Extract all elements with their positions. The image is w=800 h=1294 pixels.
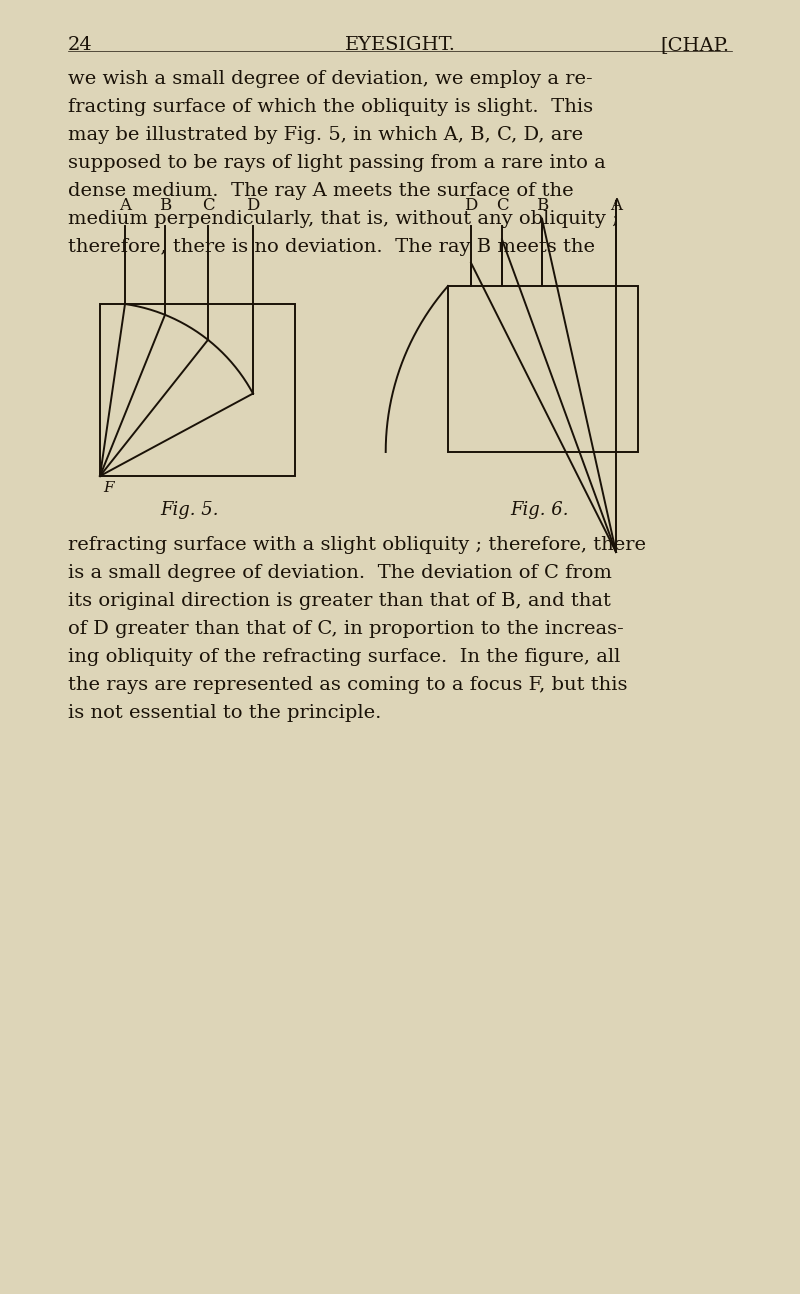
Text: is not essential to the principle.: is not essential to the principle. xyxy=(68,704,382,722)
Text: B: B xyxy=(159,197,171,214)
Bar xyxy=(100,304,295,476)
Text: medium perpendicularly, that is, without any obliquity ;: medium perpendicularly, that is, without… xyxy=(68,210,618,228)
Text: 24: 24 xyxy=(68,36,93,54)
Text: its original direction is greater than that of B, and that: its original direction is greater than t… xyxy=(68,591,611,609)
Text: fracting surface of which the obliquity is slight.  This: fracting surface of which the obliquity … xyxy=(68,98,593,116)
Text: EYESIGHT.: EYESIGHT. xyxy=(345,36,455,54)
Text: therefore, there is no deviation.  The ray B meets the: therefore, there is no deviation. The ra… xyxy=(68,238,595,256)
Text: the rays are represented as coming to a focus F, but this: the rays are represented as coming to a … xyxy=(68,675,627,694)
Text: [CHAP.: [CHAP. xyxy=(661,36,730,54)
Text: dense medium.  The ray A meets the surface of the: dense medium. The ray A meets the surfac… xyxy=(68,182,574,201)
Text: D: D xyxy=(464,197,478,214)
Text: A: A xyxy=(119,197,131,214)
Text: ing obliquity of the refracting surface.  In the figure, all: ing obliquity of the refracting surface.… xyxy=(68,648,620,666)
Text: Fig. 5.: Fig. 5. xyxy=(161,501,219,519)
Text: supposed to be rays of light passing from a rare into a: supposed to be rays of light passing fro… xyxy=(68,154,606,172)
Text: C: C xyxy=(496,197,508,214)
Text: we wish a small degree of deviation, we employ a re-: we wish a small degree of deviation, we … xyxy=(68,70,593,88)
Text: Fig. 6.: Fig. 6. xyxy=(510,501,570,519)
Text: F: F xyxy=(103,481,114,496)
Text: D: D xyxy=(246,197,260,214)
Text: refracting surface with a slight obliquity ; therefore, there: refracting surface with a slight obliqui… xyxy=(68,536,646,554)
Text: of D greater than that of C, in proportion to the increas-: of D greater than that of C, in proporti… xyxy=(68,620,624,638)
Text: B: B xyxy=(536,197,548,214)
Text: may be illustrated by Fig. 5, in which A, B, C, D, are: may be illustrated by Fig. 5, in which A… xyxy=(68,126,583,144)
Text: A: A xyxy=(610,197,622,214)
Text: is a small degree of deviation.  The deviation of C from: is a small degree of deviation. The devi… xyxy=(68,564,612,582)
Bar xyxy=(448,286,638,452)
Text: C: C xyxy=(202,197,214,214)
